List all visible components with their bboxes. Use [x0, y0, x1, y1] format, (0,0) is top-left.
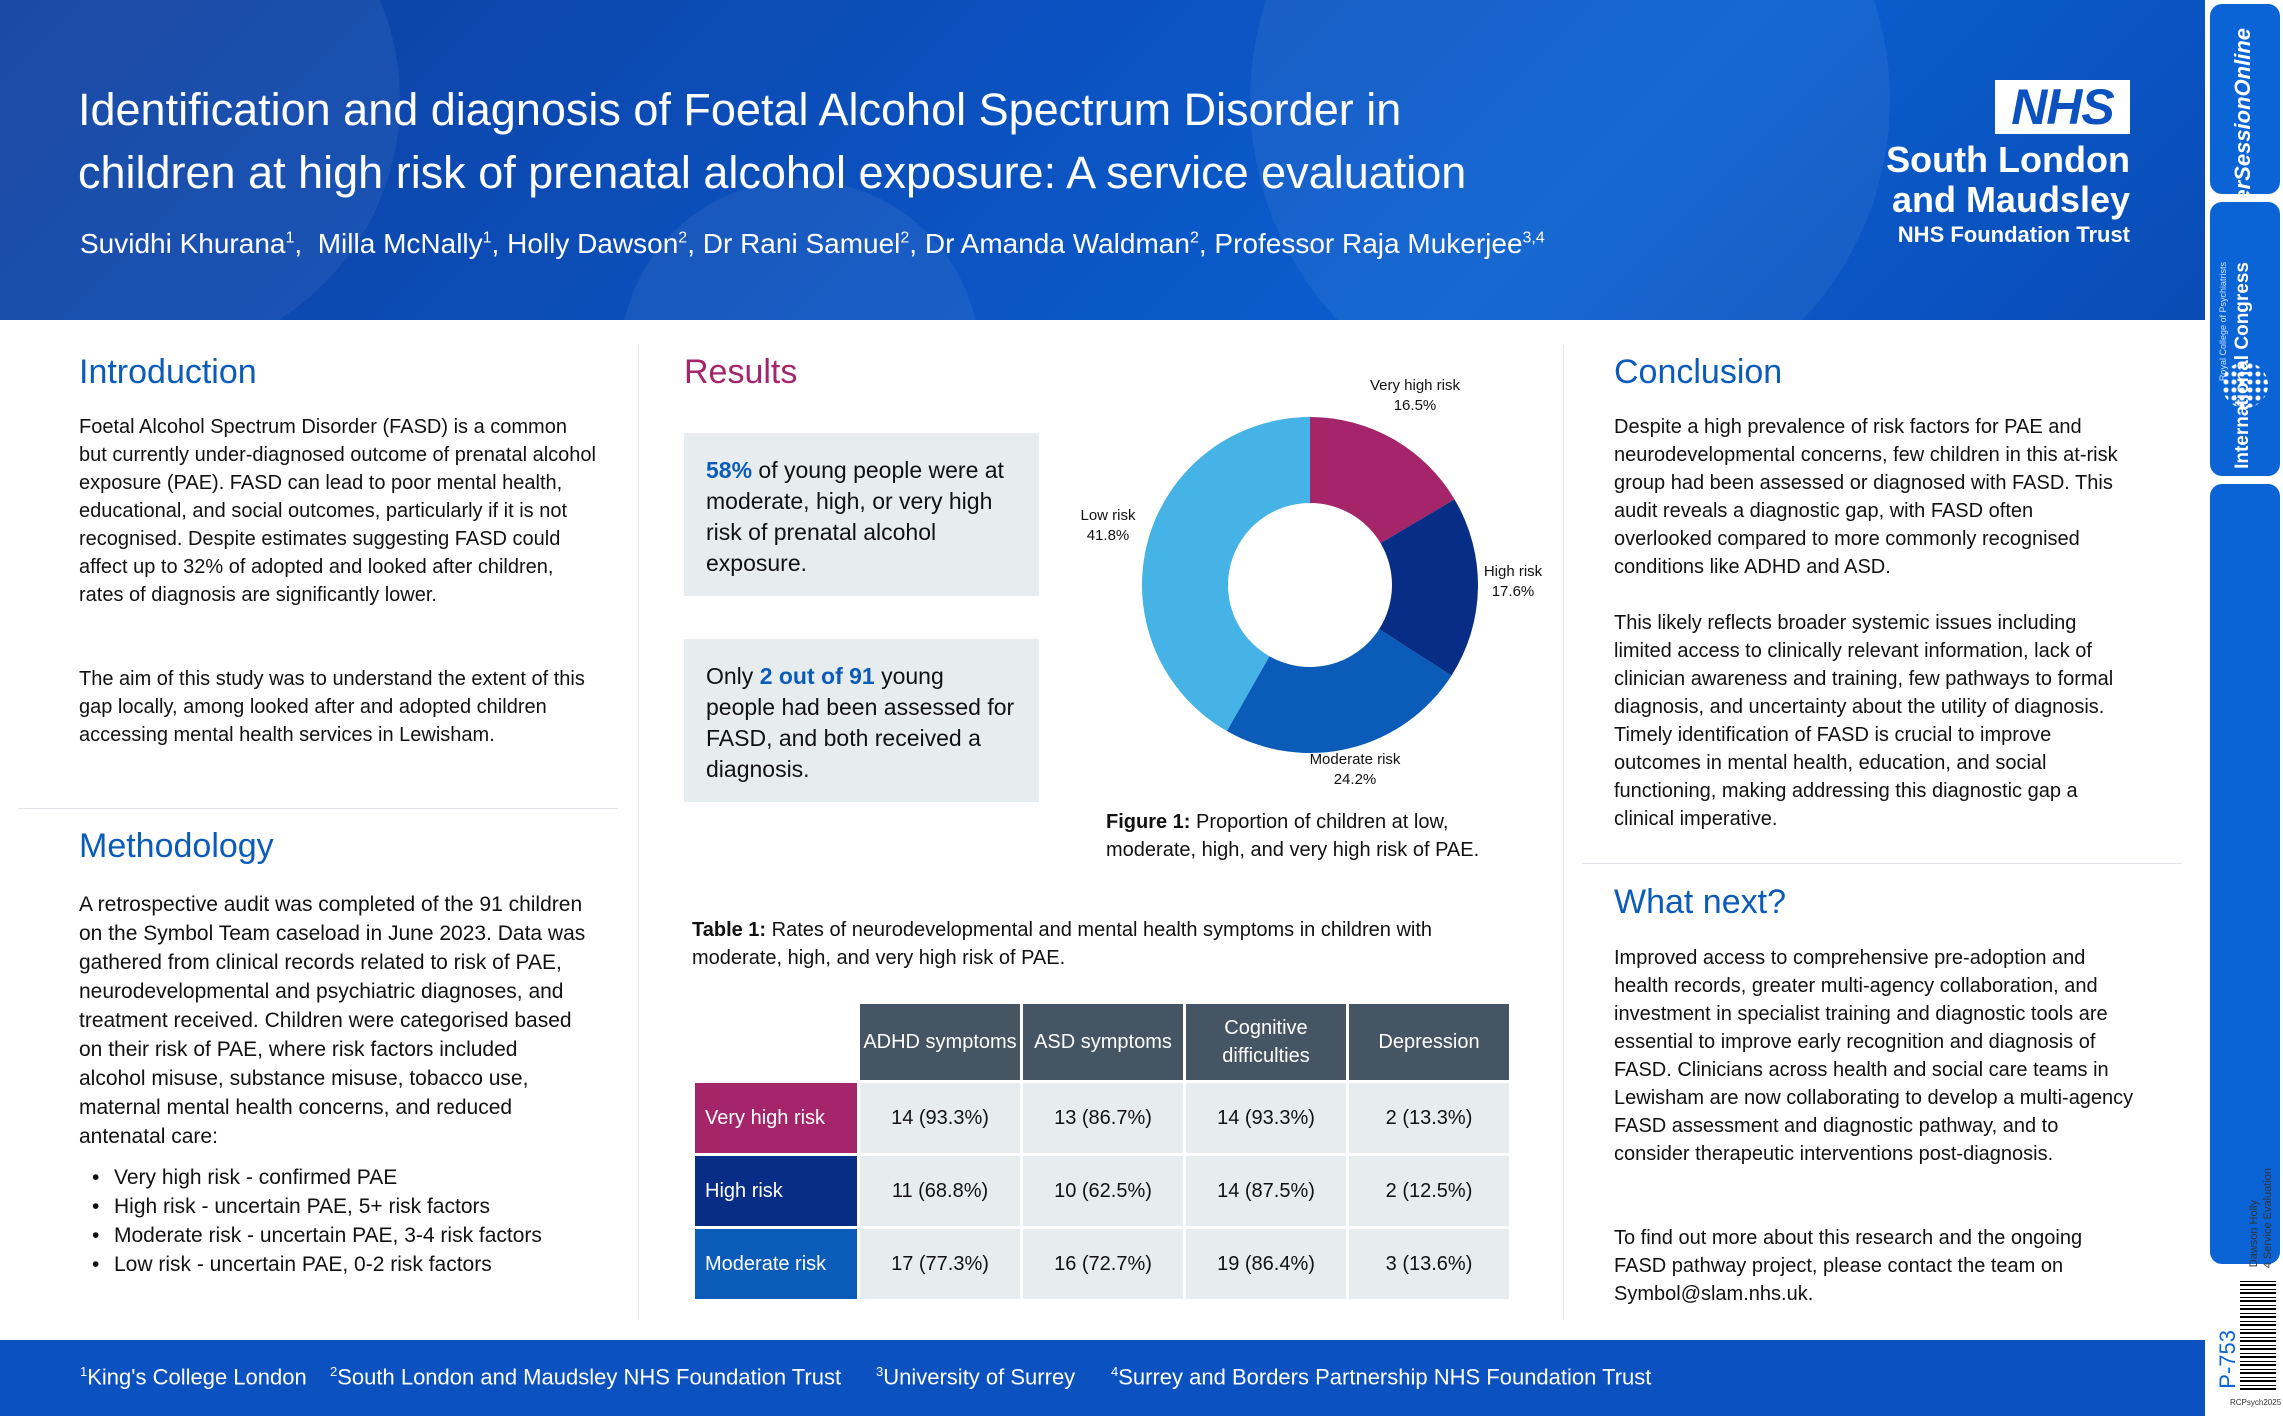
key-finding-highlight: 58% [706, 457, 753, 483]
conclusion-paragraph-2: This likely reflects broader systemic is… [1614, 612, 2114, 830]
trust-subtitle: NHS Foundation Trust [1897, 222, 2130, 247]
congress-badge: Royal College of Psychiatrists Internati… [2210, 202, 2280, 476]
table-cell: 17 (77.3%) [860, 1229, 1020, 1299]
table-cell: 14 (93.3%) [860, 1083, 1020, 1153]
dots-logo-icon [2222, 362, 2268, 408]
header-decoration [1250, 0, 1890, 320]
donut-label-very-high: Very high risk 16.5% [1369, 377, 1461, 414]
author: Holly Dawson2 [507, 228, 688, 259]
list-item: Very high risk - confirmed PAE [92, 1163, 542, 1192]
affiliation: 4Surrey and Borders Partnership NHS Foun… [1111, 1364, 1652, 1390]
donut-label-moderate: Moderate risk 24.2% [1309, 751, 1401, 788]
column-header: ADHD symptoms [860, 1004, 1020, 1080]
affiliations-footer: 1King's College London 2South London and… [0, 1340, 2205, 1416]
table-row: High risk 11 (68.8%) 10 (62.5%) 14 (87.5… [695, 1156, 1509, 1226]
donut-label-low: Low risk 41.8% [1080, 507, 1136, 544]
list-item: Moderate risk - uncertain PAE, 3-4 risk … [92, 1221, 542, 1250]
author: Dr Rani Samuel2 [702, 228, 910, 259]
what-next-paragraph-1: Improved access to comprehensive pre-ado… [1614, 947, 2134, 1165]
nhs-logo: NHS [1995, 80, 2130, 134]
donut-slice-low [1142, 417, 1310, 731]
methodology-heading: Methodology [79, 827, 274, 865]
event-code: RCPsych2025 [2230, 1398, 2282, 1407]
category-label: 4 Service Evaluation [2262, 1168, 2274, 1269]
table-header-row: ADHD symptoms ASD symptoms Cognitive dif… [695, 1004, 1509, 1080]
key-finding-box-1: 58% of young people were at moderate, hi… [684, 433, 1039, 596]
column-header: Depression [1349, 1004, 1509, 1080]
table-cell: 2 (13.3%) [1349, 1083, 1509, 1153]
column-divider [638, 345, 639, 1320]
list-item: Low risk - uncertain PAE, 0-2 risk facto… [92, 1250, 542, 1279]
table-cell: 14 (93.3%) [1186, 1083, 1346, 1153]
pso-badge: PosterSessionOnline [2210, 4, 2280, 249]
table-cell: 19 (86.4%) [1186, 1229, 1346, 1299]
table-cell: 11 (68.8%) [860, 1156, 1020, 1226]
results-heading: Results [684, 353, 798, 391]
poster-id: P-753 [2215, 1330, 2240, 1389]
author-list: Suvidhi Khurana1, Milla McNally1, Holly … [80, 228, 1545, 259]
column-divider [1563, 345, 1564, 1320]
risk-donut-chart [1142, 417, 1478, 753]
conclusion-paragraph-1: Despite a high prevalence of risk factor… [1614, 416, 2118, 578]
risk-category-list: Very high risk - confirmed PAE High risk… [92, 1163, 542, 1279]
methodology-paragraph: A retrospective audit was completed of t… [79, 893, 586, 1148]
trust-name: South London and Maudsley [1886, 139, 2130, 220]
list-item: High risk - uncertain PAE, 5+ risk facto… [92, 1192, 542, 1221]
author: Dr Amanda Waldman2 [924, 228, 1199, 259]
table-cell: 14 (87.5%) [1186, 1156, 1346, 1226]
column-header: Cognitive difficulties [1186, 1004, 1346, 1080]
donut-label-high: High risk 17.6% [1483, 563, 1543, 600]
author: Milla McNally1 [317, 228, 492, 259]
conclusion-heading: Conclusion [1614, 353, 1783, 391]
category-badge [2210, 484, 2280, 1264]
introduction-heading: Introduction [79, 353, 257, 391]
table-cell: 13 (86.7%) [1023, 1083, 1183, 1153]
title-line-2: children at high risk of prenatal alcoho… [78, 147, 1467, 198]
introduction-paragraph-1: Foetal Alcohol Spectrum Disorder (FASD) … [79, 416, 596, 606]
table-cell: 3 (13.6%) [1349, 1229, 1509, 1299]
author: Suvidhi Khurana1 [80, 228, 295, 259]
barcode-icon [2240, 1280, 2276, 1390]
table-row: Moderate risk 17 (77.3%) 16 (72.7%) 19 (… [695, 1229, 1509, 1299]
row-header: Very high risk [695, 1083, 857, 1153]
table-caption: Table 1: Rates of neurodevelopmental and… [692, 919, 1433, 969]
author: Professor Raja Mukerjee3,4 [1214, 228, 1545, 259]
donut-slice-high [1379, 499, 1478, 676]
table-cell: 16 (72.7%) [1023, 1229, 1183, 1299]
section-divider [18, 808, 618, 809]
affiliation: 3University of Surrey [876, 1364, 1076, 1390]
affiliation: 2South London and Maudsley NHS Foundatio… [330, 1364, 842, 1390]
section-divider [1582, 863, 2182, 864]
column-header: ASD symptoms [1023, 1004, 1183, 1080]
table-cell: 10 (62.5%) [1023, 1156, 1183, 1226]
table-cell: 2 (12.5%) [1349, 1156, 1509, 1226]
row-header: Moderate risk [695, 1229, 857, 1299]
donut-slice-very-high [1310, 417, 1455, 544]
table-corner [695, 1004, 857, 1080]
poster-header: Identification and diagnosis of Foetal A… [0, 0, 2205, 320]
donut-slice-moderate [1226, 629, 1452, 753]
what-next-heading: What next? [1614, 883, 1786, 921]
presenter-label: Dawson Holly [2248, 1200, 2260, 1268]
row-header: High risk [695, 1156, 857, 1226]
table-row: Very high risk 14 (93.3%) 13 (86.7%) 14 … [695, 1083, 1509, 1153]
introduction-paragraph-2: The aim of this study was to understand … [79, 668, 585, 746]
what-next-paragraph-2: To find out more about this research and… [1614, 1227, 2083, 1305]
poster-title: Identification and diagnosis of Foetal A… [78, 78, 1728, 204]
figure-caption: Figure 1: Proportion of children at low,… [1106, 811, 1480, 861]
key-finding-highlight: 2 out of 91 [759, 663, 875, 689]
college-label: Royal College of Psychiatrists [2218, 262, 2228, 382]
affiliation: 1King's College London [80, 1364, 307, 1390]
title-line-1: Identification and diagnosis of Foetal A… [78, 84, 1402, 135]
key-finding-box-2: Only 2 out of 91 young people had been a… [684, 639, 1039, 802]
header-decoration [0, 0, 400, 320]
symptom-rates-table: ADHD symptoms ASD symptoms Cognitive dif… [692, 1001, 1512, 1302]
